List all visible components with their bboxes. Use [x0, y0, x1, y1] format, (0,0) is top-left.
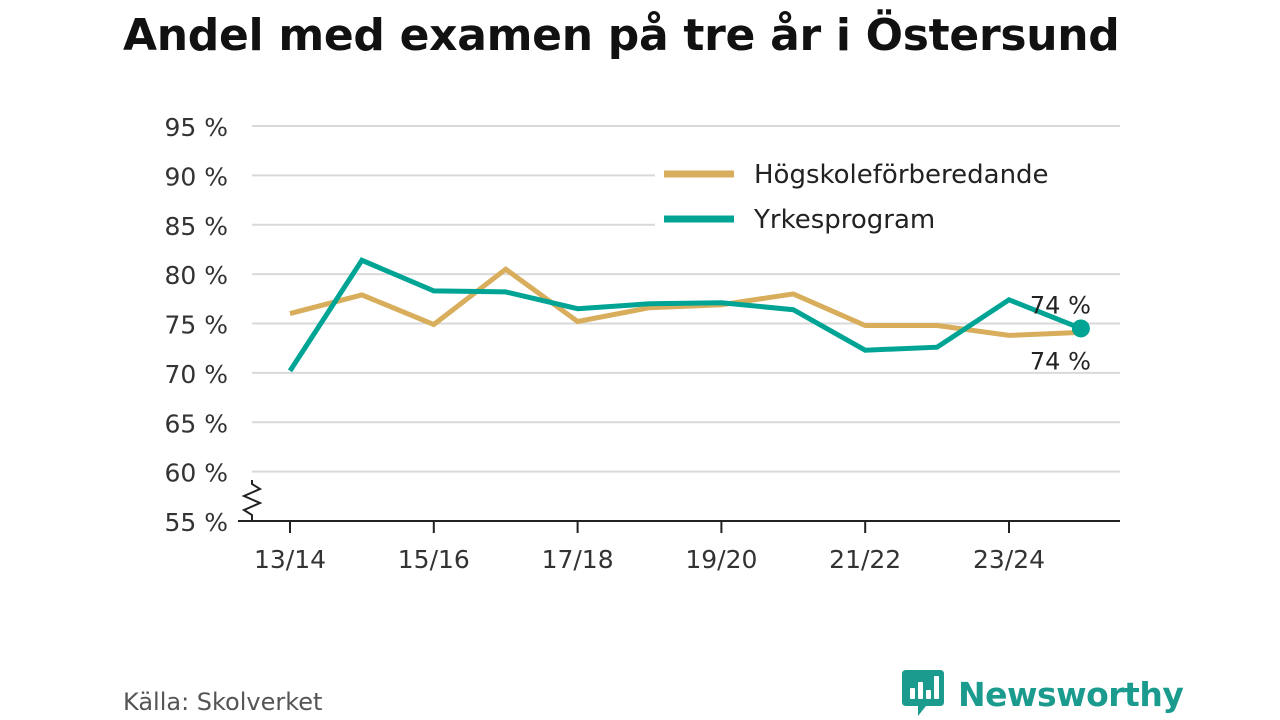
end-value-label: 74 %	[1030, 347, 1091, 375]
y-tick-label: 55 %	[164, 508, 228, 537]
x-axis: 13/14 15/16 17/18 19/20 21/22 23/24	[238, 520, 1120, 574]
end-value-label: 74 %	[1030, 291, 1091, 319]
y-tick-label: 60 %	[164, 459, 228, 488]
source-credit: Källa: Skolverket	[123, 688, 323, 716]
x-tick-label: 13/14	[254, 545, 326, 574]
series-line-1	[287, 257, 1082, 373]
brand-logo[interactable]: Newsworthy	[902, 670, 1184, 718]
data-labels: 74 % 74 %	[1030, 291, 1091, 375]
y-tick-label: 90 %	[164, 162, 228, 191]
x-tick-label: 17/18	[542, 545, 614, 574]
x-tick-label: 15/16	[398, 545, 470, 574]
end-point-marker	[1071, 319, 1090, 338]
x-tick-label: 21/22	[829, 545, 901, 574]
series-lines	[287, 257, 1082, 373]
brand-name: Newsworthy	[958, 674, 1184, 714]
y-tick-label: 70 %	[164, 360, 228, 389]
legend-label: Yrkesprogram	[753, 205, 935, 235]
legend-label: Högskoleförberedande	[754, 160, 1049, 190]
series-line-0	[289, 266, 1082, 338]
chart-title: Andel med examen på tre år i Östersund	[123, 10, 1120, 61]
newsworthy-logo-icon	[902, 670, 944, 716]
y-tick-label: 80 %	[164, 261, 228, 290]
y-tick-label: 65 %	[164, 409, 228, 438]
x-tick-label: 19/20	[685, 545, 757, 574]
legend: Högskoleförberedande Yrkesprogram	[655, 150, 1120, 241]
y-tick-label: 75 %	[164, 311, 228, 340]
axis-break-marker	[241, 480, 263, 521]
y-tick-label: 95 %	[164, 113, 228, 142]
y-axis: 55 % 60 % 65 % 70 % 75 % 80 % 85 % 90 % 95 %	[164, 113, 263, 537]
x-tick-label: 23/24	[973, 545, 1045, 574]
y-tick-label: 85 %	[164, 212, 228, 241]
